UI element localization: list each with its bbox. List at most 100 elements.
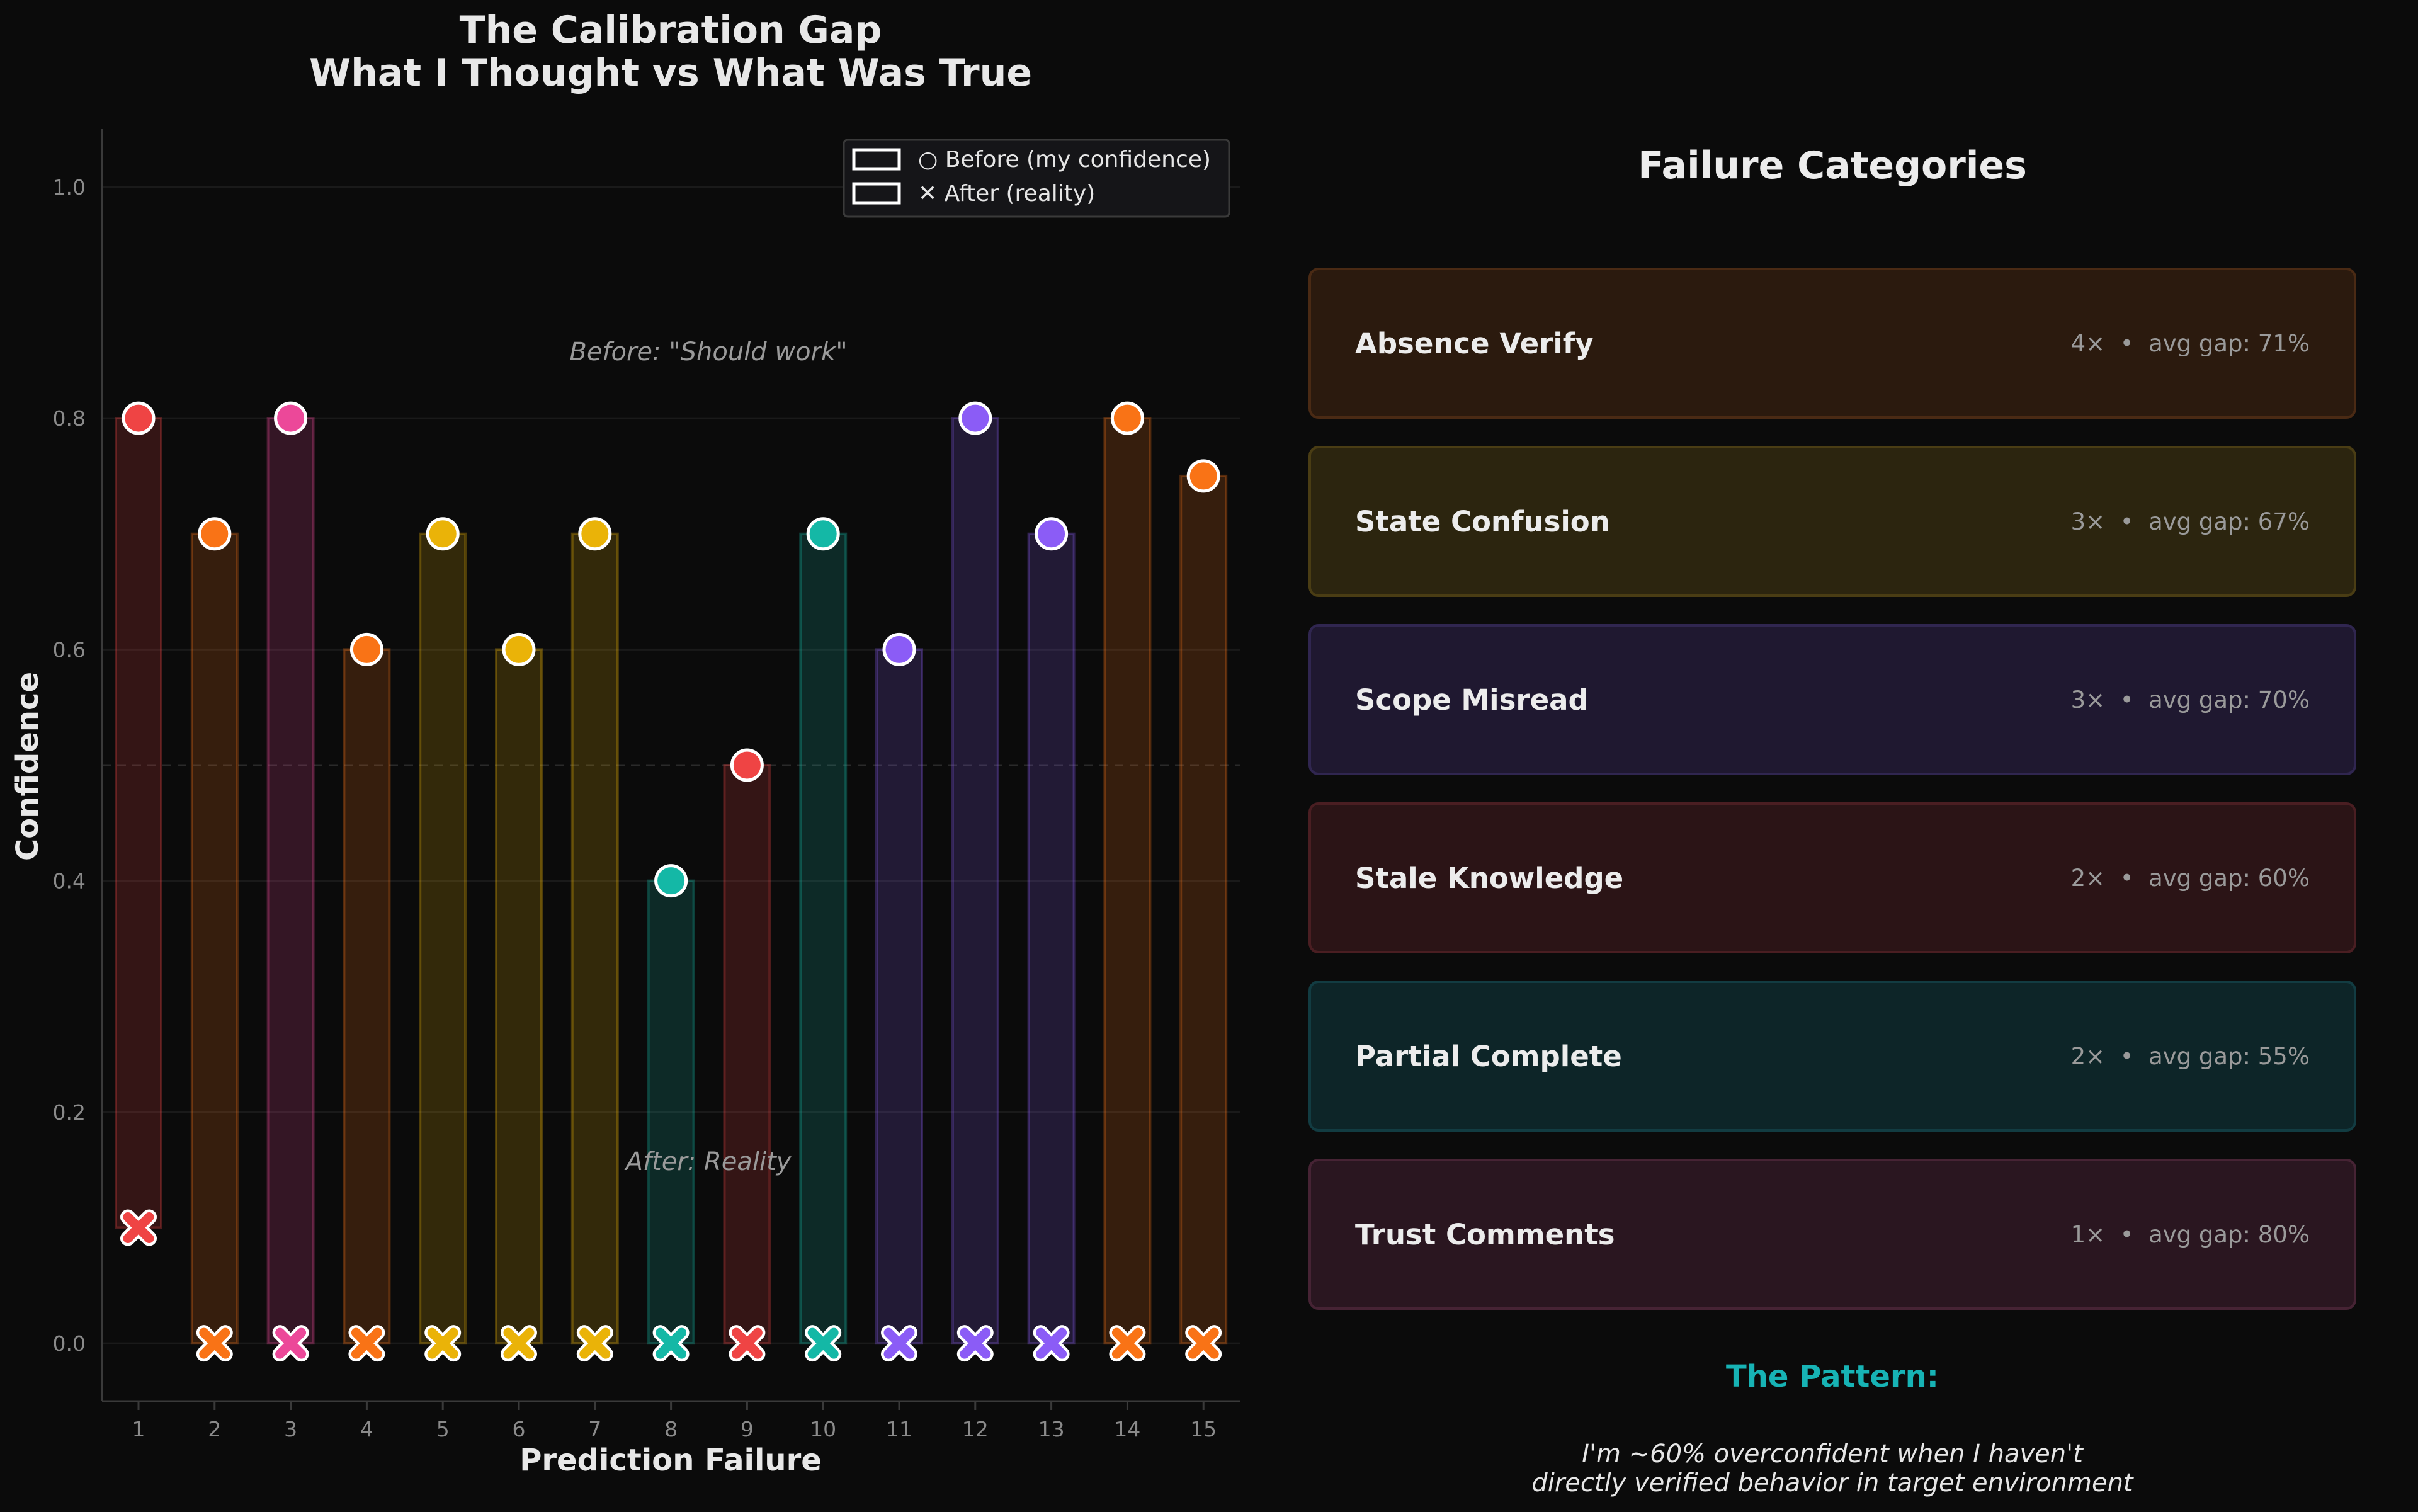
before-point xyxy=(349,632,383,666)
legend-swatch-after xyxy=(852,182,901,205)
y-tick-label: 0.8 xyxy=(53,406,86,431)
x-tick-label: 6 xyxy=(513,1417,526,1441)
gap-bar xyxy=(570,532,619,1345)
gap-bar xyxy=(1179,474,1228,1345)
after-point xyxy=(731,1327,763,1359)
y-axis-label: Confidence xyxy=(10,672,45,861)
category-card-scope-misread: Scope Misread 3× • avg gap: 70% xyxy=(1308,624,2356,775)
annotation-after: After: Reality xyxy=(624,1147,792,1176)
y-tick-label: 0.0 xyxy=(53,1331,86,1356)
category-count: 3× xyxy=(2070,508,2106,535)
category-avg-gap: avg gap: 71% xyxy=(2148,329,2310,357)
x-tick-label: 11 xyxy=(886,1417,912,1441)
bullet-separator: • xyxy=(2120,1042,2134,1070)
category-stats: 2× • avg gap: 55% xyxy=(2071,1043,2310,1070)
gap-bar xyxy=(875,648,923,1345)
bullet-separator: • xyxy=(2120,1220,2134,1248)
before-point xyxy=(1186,459,1220,493)
after-point xyxy=(427,1327,458,1359)
gap-bar xyxy=(343,648,391,1345)
category-name: Scope Misread xyxy=(1355,683,1589,717)
points xyxy=(120,401,1222,1362)
category-avg-gap: avg gap: 67% xyxy=(2148,508,2310,535)
after-point xyxy=(1188,1327,1219,1359)
before-point xyxy=(274,401,308,435)
bullet-separator: • xyxy=(2120,864,2134,892)
x-tick-label: 15 xyxy=(1190,1417,1217,1441)
after-point xyxy=(1036,1327,1067,1359)
after-point xyxy=(807,1327,839,1359)
before-point xyxy=(1035,517,1069,551)
gap-bar xyxy=(190,532,239,1345)
pattern-text: I'm ~60% overconfident when I haven't di… xyxy=(1291,1440,2374,1498)
gap-bar xyxy=(647,879,695,1345)
category-avg-gap: avg gap: 70% xyxy=(2148,686,2310,713)
pattern-line-1: I'm ~60% overconfident when I haven't xyxy=(1582,1440,2083,1469)
category-avg-gap: avg gap: 60% xyxy=(2148,864,2310,892)
category-stats: 4× • avg gap: 71% xyxy=(2071,330,2310,357)
x-tick-label: 3 xyxy=(284,1417,297,1441)
before-point xyxy=(122,401,156,435)
category-card-trust-comments: Trust Comments 1× • avg gap: 80% xyxy=(1308,1159,2356,1310)
after-point xyxy=(351,1327,382,1359)
x-tick-label: 1 xyxy=(132,1417,145,1441)
failure-categories-panel: Failure Categories Absence Verify 4× • a… xyxy=(1291,0,2418,1512)
calibration-chart: The Calibration Gap What I Thought vs Wh… xyxy=(10,8,1240,1478)
gap-bar xyxy=(495,648,543,1345)
bullet-separator: • xyxy=(2120,329,2134,357)
category-name: Stale Knowledge xyxy=(1355,861,1624,895)
bullet-separator: • xyxy=(2120,686,2134,713)
gap-bar xyxy=(799,532,848,1345)
gap-bar xyxy=(115,417,162,1229)
after-point xyxy=(1111,1327,1143,1359)
legend-label-after: ✕ After (reality) xyxy=(918,181,1095,207)
category-card-stale-knowledge: Stale Knowledge 2× • avg gap: 60% xyxy=(1308,802,2356,953)
chart-title-line-1: The Calibration Gap xyxy=(460,8,882,52)
gap-bar xyxy=(266,417,315,1345)
category-name: Partial Complete xyxy=(1355,1039,1622,1073)
x-tick-label: 2 xyxy=(208,1417,221,1441)
panel-title: Failure Categories xyxy=(1638,144,2027,188)
x-tick-label: 10 xyxy=(810,1417,836,1441)
after-point xyxy=(883,1327,915,1359)
pattern-title: The Pattern: xyxy=(1726,1359,1939,1394)
after-point xyxy=(960,1327,991,1359)
category-card-state-confusion: State Confusion 3× • avg gap: 67% xyxy=(1308,446,2356,597)
chart-title-line-2: What I Thought vs What Was True xyxy=(309,51,1032,95)
y-tick-label: 0.4 xyxy=(53,869,86,894)
x-tick-label: 5 xyxy=(436,1417,450,1441)
before-point xyxy=(578,517,612,551)
category-count: 1× xyxy=(2070,1220,2106,1248)
after-point xyxy=(199,1327,230,1359)
legend-label-before: ○ Before (my confidence) xyxy=(918,147,1211,173)
before-point xyxy=(730,748,764,782)
bars xyxy=(115,417,1228,1345)
category-avg-gap: avg gap: 55% xyxy=(2148,1042,2310,1070)
gap-bar xyxy=(419,532,467,1345)
x-tick-label: 8 xyxy=(664,1417,678,1441)
category-card-partial-complete: Partial Complete 2× • avg gap: 55% xyxy=(1308,981,2356,1132)
category-name: Trust Comments xyxy=(1355,1217,1615,1251)
category-stats: 3× • avg gap: 67% xyxy=(2071,508,2310,535)
category-count: 3× xyxy=(2070,686,2106,713)
category-stats: 2× • avg gap: 60% xyxy=(2071,865,2310,892)
x-axis-label: Prediction Failure xyxy=(519,1443,822,1478)
after-point xyxy=(503,1327,535,1359)
x-tick-label: 9 xyxy=(741,1417,754,1441)
before-point xyxy=(502,632,536,666)
before-point xyxy=(882,632,916,666)
after-point xyxy=(123,1212,154,1244)
x-tick-label: 14 xyxy=(1114,1417,1140,1441)
category-card-absence-verify: Absence Verify 4× • avg gap: 71% xyxy=(1308,268,2356,419)
legend: ○ Before (my confidence) ✕ After (realit… xyxy=(843,139,1230,218)
y-tick-label: 1.0 xyxy=(53,175,86,200)
pattern-line-2: directly verified behavior in target env… xyxy=(1531,1469,2133,1498)
gap-bar xyxy=(1027,532,1076,1345)
category-count: 2× xyxy=(2070,1042,2106,1070)
category-count: 2× xyxy=(2070,864,2106,892)
axes xyxy=(101,129,1240,1410)
category-count: 4× xyxy=(2070,329,2106,357)
category-avg-gap: avg gap: 80% xyxy=(2148,1220,2310,1248)
before-point xyxy=(198,517,232,551)
annotation-before: Before: "Should work" xyxy=(569,338,847,367)
